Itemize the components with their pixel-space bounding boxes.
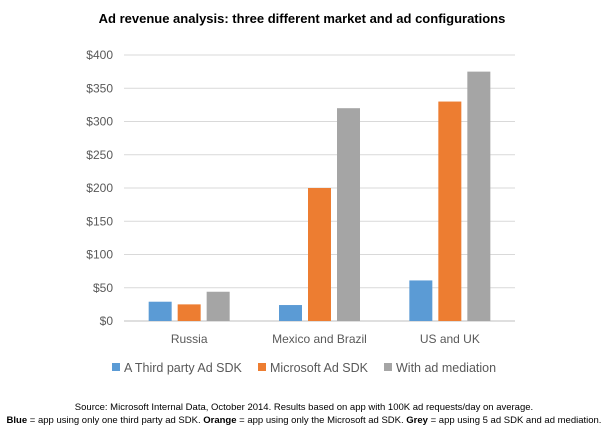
bar [337,108,360,321]
legend-swatch [258,363,266,371]
legend-label: A Third party Ad SDK [124,361,243,375]
y-tick-label: $250 [86,148,113,162]
x-tick-label: US and UK [420,332,480,346]
caption-blue-text: = app using only one third party ad SDK. [27,415,204,426]
color-key-caption: Blue = app using only one third party ad… [0,415,608,426]
bar [409,280,433,321]
bar [177,304,201,321]
y-tick-label: $300 [86,115,113,129]
bar [438,101,462,321]
y-tick-label: $350 [86,81,113,95]
y-tick-label: $200 [86,181,113,195]
y-tick-label: $400 [86,48,113,62]
caption-grey-label: Grey [406,415,428,426]
bar [279,305,302,321]
chart-title: Ad revenue analysis: three different mar… [99,11,506,26]
bar [148,301,172,321]
source-caption: Source: Microsoft Internal Data, October… [74,402,534,413]
x-tick-label: Russia [171,332,208,346]
caption-orange-label: Orange [203,415,237,426]
bars [148,71,491,321]
x-axis-ticks: Russia Mexico and Brazil US and UK [171,332,480,346]
legend: A Third party Ad SDK Microsoft Ad SDK With… [112,361,496,375]
y-tick-label: $0 [100,314,114,328]
legend-swatch [112,363,120,371]
bar [467,71,491,321]
caption-blue-label: Blue [6,415,28,426]
legend-label: With ad mediation [396,361,496,375]
bar-chart: Ad revenue analysis: three different mar… [86,11,515,375]
legend-swatch [384,363,392,371]
y-tick-label: $100 [86,248,113,262]
caption-orange-text: = app using only the Microsoft ad SDK. [236,415,407,426]
y-tick-label: $50 [93,281,113,295]
y-tick-label: $150 [86,214,113,228]
legend-label: Microsoft Ad SDK [270,361,369,375]
bar [206,291,230,321]
caption-grey-text: = app using 5 ad SDK and ad mediation. [427,415,602,426]
x-tick-label: Mexico and Brazil [272,332,367,346]
y-axis-ticks: $0 $50 $100 $150 $200 $250 $300 $350 $400 [86,48,113,328]
bar [308,188,331,321]
